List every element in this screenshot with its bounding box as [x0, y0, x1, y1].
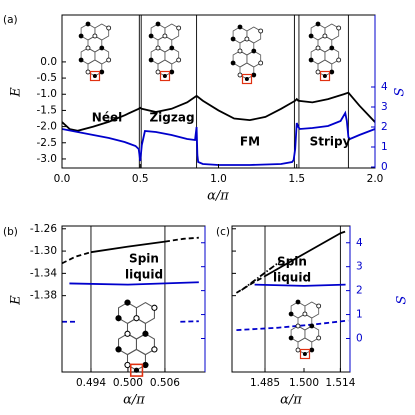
x-tick-label: 0.500	[113, 377, 143, 389]
x-tick-label: 1.5	[288, 173, 305, 185]
panel-label: (a)	[3, 14, 18, 26]
data-line	[264, 232, 341, 277]
x-tick-label: 0.5	[132, 173, 149, 185]
y2-axis-label: S	[395, 295, 410, 304]
y2-tick-label: 2	[356, 285, 363, 297]
x-tick-label: 1.485	[250, 377, 280, 389]
data-line	[69, 281, 199, 286]
data-line	[241, 260, 282, 291]
region-label: Néel	[92, 111, 122, 125]
y-tick-label: -1.30	[30, 245, 57, 257]
data-line	[90, 240, 166, 254]
x-tick-label: 1.514	[325, 377, 355, 389]
x-tick-label: 1.0	[210, 173, 227, 185]
y2-tick-label: 1	[381, 141, 388, 153]
y2-tick-label: 0	[356, 332, 363, 344]
data-line	[164, 236, 199, 243]
plot-area	[235, 226, 349, 372]
y2-tick-label: 4	[381, 81, 388, 93]
region-label: Zigzag	[149, 111, 194, 125]
region-label: Spin	[129, 252, 159, 266]
y-tick-label: -1.26	[30, 223, 57, 235]
x-tick-label: 2.0	[367, 173, 384, 185]
y-tick-label: -2.5	[37, 137, 58, 149]
y-tick-label: -1.5	[37, 104, 58, 116]
panel-label: (b)	[3, 226, 18, 238]
x-axis-label: α/π	[123, 393, 145, 408]
y2-tick-label: 0	[381, 161, 388, 173]
panel: 0.494 0.500 0.506 -1.26 -1.30 -1.34 -1.38 (b) α/…	[3, 223, 206, 408]
x-tick-label: 0.0	[54, 173, 71, 185]
data-line	[62, 91, 375, 132]
y-tick-label: 0.0	[40, 56, 57, 68]
y2-tick-label: 3	[356, 261, 363, 273]
x-axis-label: α/π	[207, 189, 229, 204]
y2-tick-label: 1	[356, 309, 363, 321]
y2-tick-label: 2	[381, 121, 388, 133]
region-label: liquid	[273, 271, 311, 285]
x-axis-label: α/π	[280, 393, 302, 408]
data-line	[254, 283, 346, 287]
region-label: Spin	[277, 255, 307, 269]
y-axis-label: E	[9, 87, 24, 98]
plot-area	[62, 226, 199, 372]
data-line	[62, 251, 92, 265]
y-axis-label: E	[9, 295, 24, 306]
axes-frame	[231, 225, 351, 373]
panel-label: (c)	[216, 226, 230, 238]
data-line	[62, 110, 375, 166]
data-line	[340, 230, 348, 235]
y-tick-label: -2.0	[37, 121, 58, 133]
axes-frame	[61, 225, 206, 373]
panel: 1.485 1.500 1.514 0 1 2 3 4 (c) α/π S Spin liquid	[216, 225, 410, 408]
y-tick-label: -1.34	[30, 267, 57, 279]
data-line	[236, 319, 349, 332]
y2-tick-label: 3	[381, 101, 388, 113]
y2-tick-label: 4	[356, 237, 363, 249]
region-label: FM	[240, 135, 260, 149]
x-tick-label: 0.506	[150, 377, 180, 389]
region-label: liquid	[125, 268, 163, 282]
y-tick-label: -1.0	[37, 88, 58, 100]
y2-axis-label: S	[393, 87, 408, 96]
x-tick-label: 0.494	[76, 377, 106, 389]
y-tick-label: -3.0	[37, 153, 58, 165]
x-tick-label: 1.500	[289, 377, 319, 389]
y-tick-label: -0.5	[37, 72, 58, 84]
panel: 0.0 0.5 1.0 1.5 2.0 0.0 -0.5 -1.0 -1.5 -2.0 -2.5 -3…	[3, 14, 408, 204]
plot-area	[62, 15, 375, 168]
region-label: Stripy	[310, 135, 351, 149]
y-tick-label: -1.38	[30, 290, 57, 302]
